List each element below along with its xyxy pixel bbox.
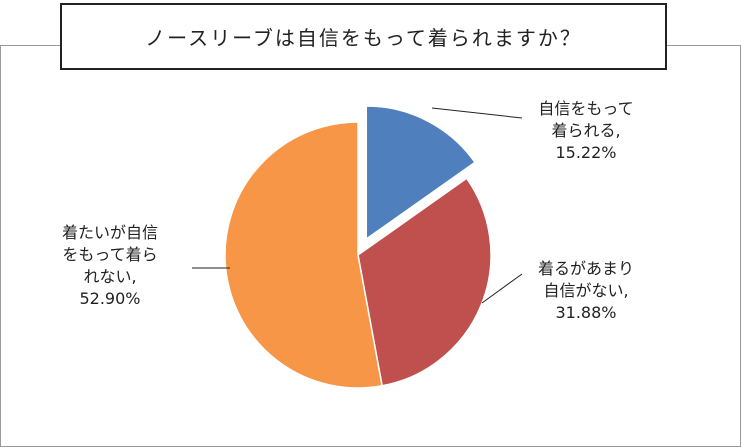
- slice-value: 15.22%: [555, 143, 617, 162]
- leader-line: [431, 107, 523, 119]
- slice-label: 着るがあまり自信がない,: [537, 259, 634, 300]
- slice-label: 自信をもって着られる,: [538, 99, 634, 140]
- chart-title: ノースリーブは自信をもって着られますか？: [60, 3, 667, 70]
- slice-value: 52.90%: [79, 289, 141, 308]
- pie-slice: [357, 177, 492, 387]
- pie-slice: [365, 105, 476, 241]
- slice-value: 31.88%: [555, 303, 617, 322]
- pie-slice: [224, 121, 383, 389]
- leader-line: [481, 273, 523, 304]
- slice-label: 着たいが自信をもって着られない,: [61, 223, 158, 286]
